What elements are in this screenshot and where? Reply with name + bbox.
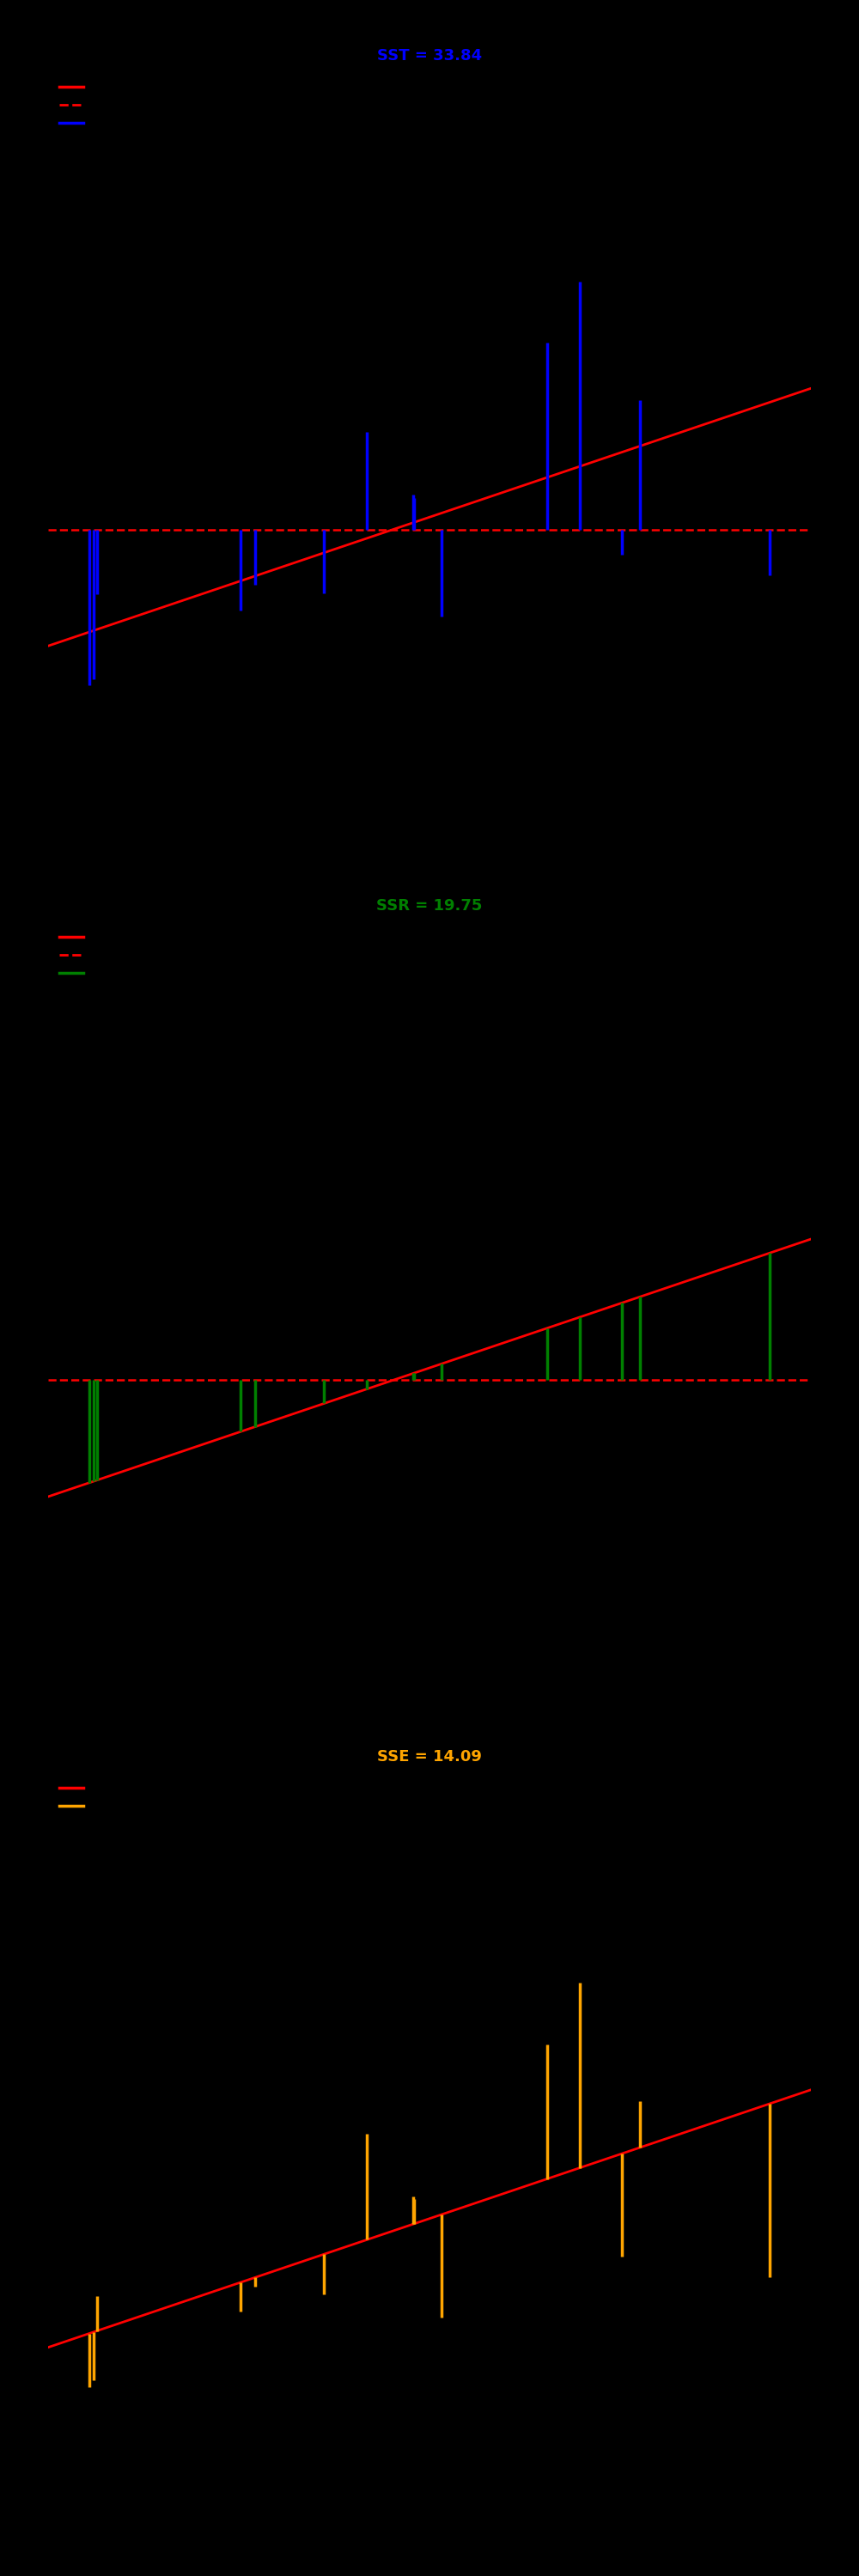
Title: SSR = 19.75: SSR = 19.75 [376,899,483,914]
Legend: , , : , , [53,925,93,987]
Title: SSE = 14.09: SSE = 14.09 [377,1749,482,1765]
Legend: , , : , , [53,75,93,134]
Title: SST = 33.84: SST = 33.84 [377,49,482,64]
Legend: , : , [53,1777,93,1819]
